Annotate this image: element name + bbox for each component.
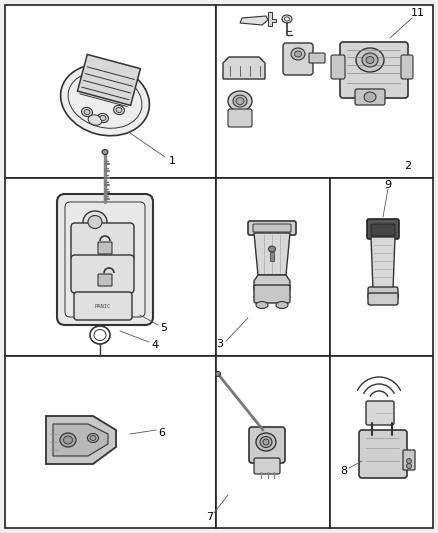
Ellipse shape [102, 149, 108, 155]
FancyBboxPatch shape [228, 109, 252, 127]
FancyBboxPatch shape [368, 287, 398, 299]
Polygon shape [330, 356, 433, 528]
Text: 6: 6 [159, 428, 166, 438]
Ellipse shape [356, 48, 384, 72]
FancyBboxPatch shape [98, 274, 112, 286]
Ellipse shape [113, 106, 124, 115]
Polygon shape [53, 424, 108, 456]
Polygon shape [5, 178, 216, 356]
FancyBboxPatch shape [74, 292, 132, 320]
Polygon shape [5, 5, 216, 178]
Polygon shape [330, 178, 433, 356]
Ellipse shape [84, 109, 90, 115]
Ellipse shape [282, 15, 292, 23]
Circle shape [406, 464, 411, 469]
FancyBboxPatch shape [249, 427, 285, 463]
Polygon shape [78, 54, 141, 106]
Ellipse shape [233, 95, 247, 107]
FancyBboxPatch shape [71, 255, 134, 293]
FancyBboxPatch shape [359, 430, 407, 478]
Polygon shape [270, 252, 274, 261]
Polygon shape [240, 16, 268, 25]
FancyBboxPatch shape [57, 194, 153, 325]
Ellipse shape [256, 433, 276, 451]
FancyBboxPatch shape [254, 458, 280, 474]
Ellipse shape [362, 53, 378, 67]
Ellipse shape [291, 48, 305, 60]
Ellipse shape [64, 436, 73, 444]
Polygon shape [268, 12, 276, 26]
FancyBboxPatch shape [368, 293, 398, 305]
Text: 3: 3 [216, 339, 223, 349]
Ellipse shape [256, 302, 268, 309]
Ellipse shape [100, 116, 106, 120]
Text: 2: 2 [404, 161, 412, 171]
Ellipse shape [285, 17, 290, 21]
Text: 5: 5 [160, 323, 167, 333]
Polygon shape [5, 356, 216, 528]
Polygon shape [216, 178, 330, 356]
Polygon shape [223, 57, 265, 79]
Ellipse shape [228, 91, 252, 111]
Ellipse shape [88, 215, 102, 229]
FancyBboxPatch shape [340, 42, 408, 98]
Ellipse shape [116, 108, 122, 112]
Ellipse shape [268, 246, 276, 252]
FancyBboxPatch shape [283, 43, 313, 75]
Text: 4: 4 [152, 340, 159, 350]
Ellipse shape [236, 98, 244, 104]
FancyBboxPatch shape [248, 221, 296, 235]
Polygon shape [254, 275, 290, 289]
Ellipse shape [83, 211, 107, 233]
Text: 1: 1 [169, 156, 176, 166]
Ellipse shape [260, 437, 272, 448]
Polygon shape [254, 233, 290, 275]
Polygon shape [216, 5, 433, 178]
Polygon shape [371, 237, 395, 290]
FancyBboxPatch shape [366, 401, 394, 425]
FancyBboxPatch shape [253, 224, 291, 232]
Ellipse shape [364, 92, 376, 102]
Ellipse shape [88, 433, 99, 442]
FancyBboxPatch shape [403, 450, 415, 470]
FancyBboxPatch shape [254, 285, 290, 303]
Circle shape [406, 458, 411, 464]
Ellipse shape [88, 115, 102, 125]
Ellipse shape [90, 435, 96, 440]
Ellipse shape [98, 114, 109, 123]
Polygon shape [46, 416, 116, 464]
FancyBboxPatch shape [98, 242, 112, 254]
FancyBboxPatch shape [401, 55, 413, 79]
FancyBboxPatch shape [71, 223, 134, 261]
Ellipse shape [60, 433, 76, 447]
FancyBboxPatch shape [371, 224, 395, 236]
FancyBboxPatch shape [355, 89, 385, 105]
Polygon shape [216, 356, 330, 528]
Text: PANIC: PANIC [95, 303, 111, 309]
Text: 11: 11 [411, 8, 425, 18]
Ellipse shape [81, 108, 92, 117]
Ellipse shape [294, 51, 301, 57]
Text: 8: 8 [340, 466, 348, 476]
Ellipse shape [215, 372, 220, 376]
Text: 9: 9 [385, 180, 392, 190]
Text: 7: 7 [206, 512, 214, 522]
Ellipse shape [60, 64, 149, 136]
Ellipse shape [276, 302, 288, 309]
FancyBboxPatch shape [331, 55, 345, 79]
Ellipse shape [366, 56, 374, 63]
FancyBboxPatch shape [367, 219, 399, 239]
Ellipse shape [263, 439, 269, 445]
FancyBboxPatch shape [309, 53, 325, 63]
